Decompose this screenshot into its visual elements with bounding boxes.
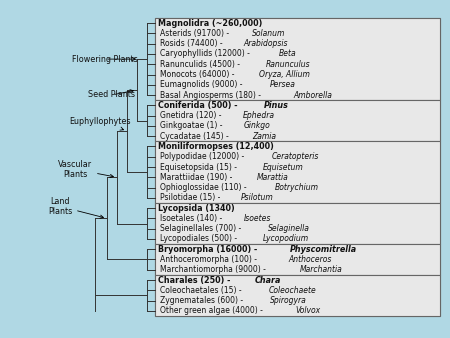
Text: Moniliformopses (12,400): Moniliformopses (12,400) <box>158 142 274 151</box>
Text: Oryza, Allium: Oryza, Allium <box>259 70 310 79</box>
Text: Amborella: Amborella <box>293 91 332 100</box>
Text: Zygnematales (600) -: Zygnematales (600) - <box>160 296 246 305</box>
Text: Ophioglossidae (110) -: Ophioglossidae (110) - <box>160 183 249 192</box>
Text: Vascular
Plants: Vascular Plants <box>58 160 113 179</box>
Text: Ginkgo: Ginkgo <box>244 121 270 130</box>
Text: Spirogyra: Spirogyra <box>270 296 307 305</box>
Text: Zamia: Zamia <box>252 132 276 141</box>
Bar <box>155 141 440 203</box>
Text: Euphyllophytes: Euphyllophytes <box>69 117 131 130</box>
Text: Caryophyllids (12000) -: Caryophyllids (12000) - <box>160 49 252 58</box>
Text: Gnetidra (120) -: Gnetidra (120) - <box>160 111 224 120</box>
Text: Selaginellales (700) -: Selaginellales (700) - <box>160 224 243 233</box>
Text: Beta: Beta <box>279 49 297 58</box>
Text: Isoetales (140) -: Isoetales (140) - <box>160 214 225 223</box>
Text: Solanum: Solanum <box>252 29 286 38</box>
Text: Physcomitrella: Physcomitrella <box>290 245 357 254</box>
Text: Monocots (64000) -: Monocots (64000) - <box>160 70 237 79</box>
Text: Lycopodium: Lycopodium <box>263 235 309 243</box>
Text: Magnolidra (~260,000): Magnolidra (~260,000) <box>158 19 262 28</box>
Text: Ephedra: Ephedra <box>243 111 274 120</box>
Text: Seed Plants: Seed Plants <box>89 90 135 99</box>
Text: Eumagnolids (9000) -: Eumagnolids (9000) - <box>160 80 245 89</box>
Text: Equisetum: Equisetum <box>262 163 303 171</box>
Text: Ranunculus: Ranunculus <box>266 60 311 69</box>
Text: Marattiidae (190) -: Marattiidae (190) - <box>160 173 235 182</box>
Text: Ranunculids (4500) -: Ranunculids (4500) - <box>160 60 243 69</box>
Text: Marchantia: Marchantia <box>300 265 342 274</box>
Text: Coleochaetales (15) -: Coleochaetales (15) - <box>160 286 244 295</box>
Text: Chara: Chara <box>255 275 281 285</box>
Bar <box>155 18 440 316</box>
Text: Equisetopsida (15) -: Equisetopsida (15) - <box>160 163 239 171</box>
Text: Land
Plants: Land Plants <box>48 197 104 218</box>
Text: Flowering Plants: Flowering Plants <box>72 55 138 64</box>
Text: Asterids (91700) -: Asterids (91700) - <box>160 29 231 38</box>
Text: Cycadatae (145) -: Cycadatae (145) - <box>160 132 231 141</box>
Text: Pinus: Pinus <box>264 101 289 110</box>
Bar <box>155 18 440 100</box>
Text: Arabidopsis: Arabidopsis <box>244 39 288 48</box>
Text: Polypodidae (12000) -: Polypodidae (12000) - <box>160 152 247 161</box>
Text: Psilotum: Psilotum <box>241 193 274 202</box>
Text: Other green algae (4000) -: Other green algae (4000) - <box>160 306 265 315</box>
Bar <box>155 275 440 316</box>
Bar <box>155 100 440 141</box>
Text: Selaginella: Selaginella <box>268 224 310 233</box>
Text: Anthoceros: Anthoceros <box>288 255 332 264</box>
Text: Lycopodiales (500) -: Lycopodiales (500) - <box>160 235 239 243</box>
Text: Basal Angiosperms (180) -: Basal Angiosperms (180) - <box>160 91 263 100</box>
Bar <box>155 244 440 275</box>
Bar <box>155 203 440 244</box>
Text: Coleochaete: Coleochaete <box>268 286 316 295</box>
Text: Charales (250) -: Charales (250) - <box>158 275 233 285</box>
Text: Ginkgoatae (1) -: Ginkgoatae (1) - <box>160 121 225 130</box>
Text: Botrychium: Botrychium <box>275 183 319 192</box>
Text: Ceratopteris: Ceratopteris <box>272 152 319 161</box>
Text: Psilotidae (15) -: Psilotidae (15) - <box>160 193 223 202</box>
Text: Bryomorpha (16000) -: Bryomorpha (16000) - <box>158 245 260 254</box>
Text: Marattia: Marattia <box>256 173 288 182</box>
Text: Lycopsida (1340): Lycopsida (1340) <box>158 203 235 213</box>
Text: Persea: Persea <box>270 80 295 89</box>
Text: Anthoceromorpha (100) -: Anthoceromorpha (100) - <box>160 255 259 264</box>
Text: Coniferida (500) -: Coniferida (500) - <box>158 101 240 110</box>
Text: Marchantiomorpha (9000) -: Marchantiomorpha (9000) - <box>160 265 268 274</box>
Text: Volvox: Volvox <box>296 306 321 315</box>
Text: Isoetes: Isoetes <box>243 214 271 223</box>
Text: Rosids (74400) -: Rosids (74400) - <box>160 39 225 48</box>
